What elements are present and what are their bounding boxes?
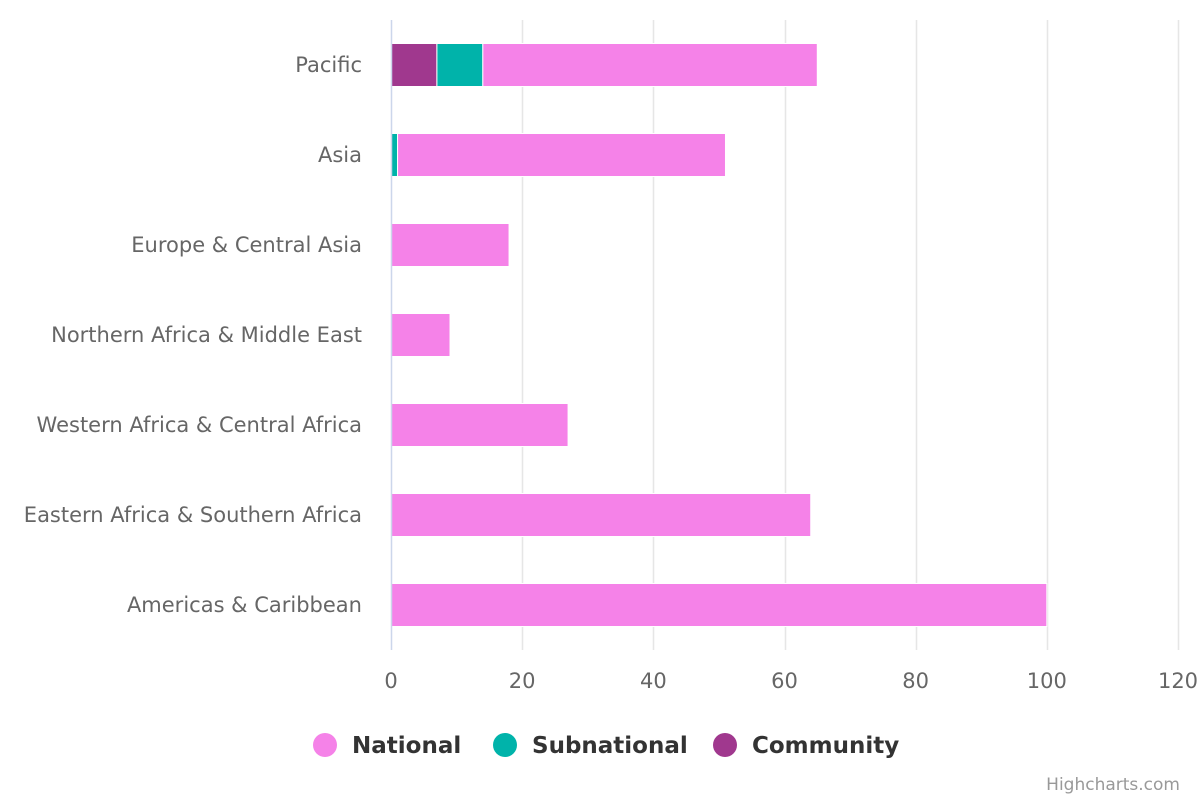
x-tick-label-120: 120: [1158, 669, 1198, 693]
legend-item-national[interactable]: National: [313, 733, 461, 759]
x-tick-label-60: 60: [771, 669, 798, 693]
bar-pacific-subnational[interactable]: [436, 43, 484, 87]
bar-pacific-community[interactable]: [390, 43, 438, 87]
legend-label-subnational: Subnational: [532, 733, 688, 759]
category-label-europe-and-central-asia: Europe & Central Asia: [131, 233, 362, 257]
bar-northern-africa-and-middle-east-national[interactable]: [390, 313, 451, 357]
x-tick-label-40: 40: [640, 669, 667, 693]
x-tick-label-100: 100: [1027, 669, 1067, 693]
category-label-americas-and-caribbean: Americas & Caribbean: [127, 593, 362, 617]
bar-asia-national[interactable]: [397, 133, 726, 177]
legend-label-national: National: [352, 733, 461, 759]
category-label-asia: Asia: [318, 143, 362, 167]
legend-label-community: Community: [752, 733, 899, 759]
category-label-eastern-africa-and-southern-africa: Eastern Africa & Southern Africa: [24, 503, 362, 527]
category-label-pacific: Pacific: [295, 53, 362, 77]
bar-pacific-national[interactable]: [482, 43, 818, 87]
bar-western-africa-and-central-africa-national[interactable]: [390, 403, 569, 447]
legend-marker-subnational: [493, 733, 517, 757]
category-label-northern-africa-and-middle-east: Northern Africa & Middle East: [51, 323, 362, 347]
grid-lines: [521, 20, 1180, 650]
category-label-western-africa-and-central-africa: Western Africa & Central Africa: [37, 413, 362, 437]
bar-europe-and-central-asia-national[interactable]: [390, 223, 510, 267]
bar-americas-and-caribbean-national[interactable]: [390, 583, 1048, 627]
credits-link[interactable]: Highcharts.com: [1046, 775, 1180, 795]
axes: Pacific Asia Europe & Central Asia Northern…: [24, 20, 1198, 693]
x-tick-label-0: 0: [384, 669, 397, 693]
bar-eastern-africa-and-southern-africa-national[interactable]: [390, 493, 812, 537]
legend: National Subnational Community: [313, 733, 899, 759]
bars: [390, 43, 1048, 627]
legend-item-community[interactable]: Community: [713, 733, 899, 759]
x-tick-label-80: 80: [902, 669, 929, 693]
legend-item-subnational[interactable]: Subnational: [493, 733, 688, 759]
x-tick-label-20: 20: [509, 669, 536, 693]
legend-marker-national: [313, 733, 337, 757]
legend-marker-community: [713, 733, 737, 757]
